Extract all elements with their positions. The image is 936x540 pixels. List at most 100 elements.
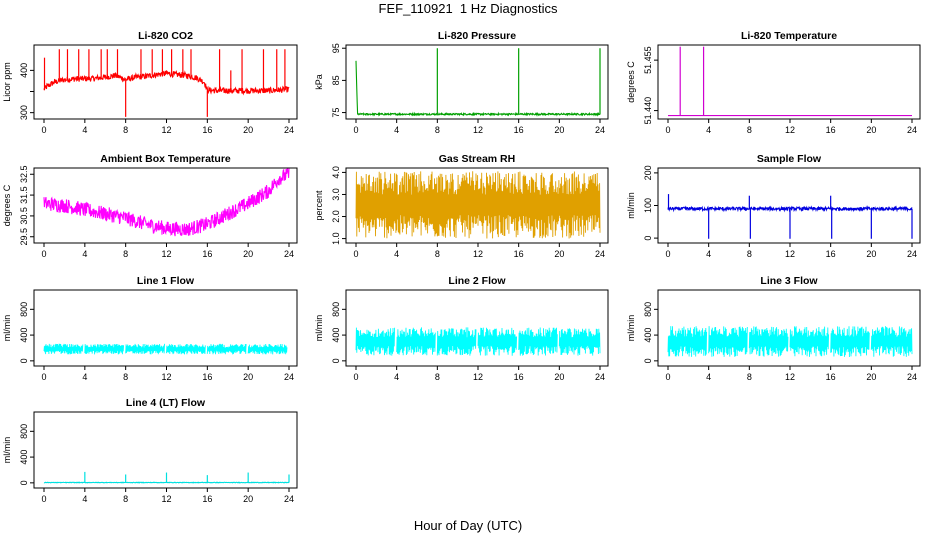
y-axis-label: kPa [314,74,324,90]
x-tick-label: 8 [747,249,752,259]
x-tick-label: 12 [161,494,171,504]
y-tick-label: 3.0 [331,188,341,201]
data-layer [668,46,912,117]
x-tick-label: 20 [243,372,253,382]
panel-rh: Gas Stream RH percent 0 4 8 12 16 20 24 1.0 2.0 3.0… [314,153,609,259]
y-axis-label: degrees C [626,61,636,103]
x-tick-label: 0 [353,125,358,135]
data-layer [43,168,290,237]
panel-title: Line 2 Flow [448,275,506,287]
panel-title: Line 1 Flow [137,275,195,287]
x-tick-label: 4 [82,494,87,504]
y-axis-label: ml/min [314,315,324,342]
x-tick-label: 4 [394,249,399,259]
y-tick-label: 400 [19,328,29,343]
x-tick-label: 24 [284,125,294,135]
y-tick-label: 800 [19,302,29,317]
data-layer [43,471,290,484]
x-tick-label: 16 [826,372,836,382]
y-tick-label: 800 [19,424,29,439]
x-tick-label: 12 [473,372,483,382]
y-tick-label: 95 [331,43,341,53]
x-tick-label: 4 [82,249,87,259]
plot-frame [657,289,921,367]
x-tick-label: 0 [41,494,46,504]
series-line [44,344,289,355]
series-line [355,171,601,239]
panel-title: Ambient Box Temperature [100,153,231,165]
x-tick-label: 24 [907,249,917,259]
panel-co2: Li-820 CO2 Licor ppm 0 4 8 12 16 20 24 300 400 [2,30,298,135]
series-line [43,70,290,96]
x-tick-label: 0 [353,249,358,259]
y-tick-label: 0 [331,358,341,363]
x-tick-label: 0 [41,125,46,135]
x-axis-label: Hour of Day (UTC) [413,518,523,533]
x-tick-label: 16 [202,249,212,259]
x-tick-label: 24 [595,372,605,382]
y-tick-label: 400 [643,328,653,343]
plot-frame [33,167,298,244]
y-tick-label: 400 [19,450,29,465]
y-tick-label: 0 [19,358,29,363]
y-tick-label: 800 [643,302,653,317]
x-tick-label: 20 [866,125,876,135]
x-tick-label: 12 [161,249,171,259]
x-tick-label: 24 [907,125,917,135]
y-tick-label: 2.0 [331,210,341,223]
x-tick-label: 12 [785,249,795,259]
y-tick-label: 200 [643,165,653,180]
data-layer [355,327,601,356]
panel-title: Li-820 CO2 [138,30,193,42]
y-axis-label: degrees C [2,184,12,226]
x-tick-label: 20 [554,125,564,135]
plot-frame [345,44,609,120]
x-tick-label: 4 [706,125,711,135]
x-tick-label: 16 [514,249,524,259]
x-tick-label: 24 [284,372,294,382]
y-axis-label: ml/min [2,315,12,342]
panel-line3: Line 3 Flow ml/min 0 4 8 12 16 20 24 0 400 800 [626,275,921,382]
x-tick-label: 16 [202,125,212,135]
y-axis-label: Licor ppm [2,62,12,102]
x-tick-label: 12 [161,372,171,382]
y-tick-label: 4.0 [331,166,341,179]
panel-sample-flow: Sample Flow ml/min 0 4 8 12 16 20 24 0 100 200 [626,153,921,259]
x-tick-label: 4 [82,125,87,135]
x-tick-label: 16 [202,372,212,382]
y-tick-label: 75 [331,108,341,118]
y-axis-label: ml/min [626,192,636,219]
x-tick-label: 12 [785,125,795,135]
series-line [43,168,290,237]
x-tick-label: 8 [123,125,128,135]
x-tick-label: 8 [123,249,128,259]
x-tick-label: 12 [473,125,483,135]
series-line [355,327,601,356]
x-tick-label: 20 [866,372,876,382]
y-tick-label: 51.440 [643,97,653,125]
plot-frame [33,44,298,120]
y-axis-label: ml/min [626,315,636,342]
y-tick-label: 400 [331,328,341,343]
x-tick-label: 8 [435,125,440,135]
series-line [667,326,913,358]
panel-title: Gas Stream RH [439,153,515,165]
y-tick-label: 1.0 [331,232,341,245]
y-tick-label: 31.5 [19,186,29,204]
panel-title: Li-820 Temperature [741,30,837,42]
panel-line2: Line 2 Flow ml/min 0 4 8 12 16 20 24 0 400 800 [314,275,609,382]
series-line [355,60,601,117]
figure-title: FEF_110921 1 Hz Diagnostics [378,1,558,16]
data-layer [667,194,913,239]
x-tick-label: 0 [41,249,46,259]
x-tick-label: 8 [747,125,752,135]
x-tick-label: 16 [826,249,836,259]
panel-title: Sample Flow [757,153,822,165]
y-axis-label: percent [314,190,324,221]
panel-line4: Line 4 (LT) Flow ml/min 0 4 8 12 16 20 24 0 400 800 [2,397,298,504]
x-tick-label: 0 [41,372,46,382]
x-tick-label: 20 [243,494,253,504]
y-tick-label: 100 [643,198,653,213]
y-tick-label: 85 [331,75,341,85]
